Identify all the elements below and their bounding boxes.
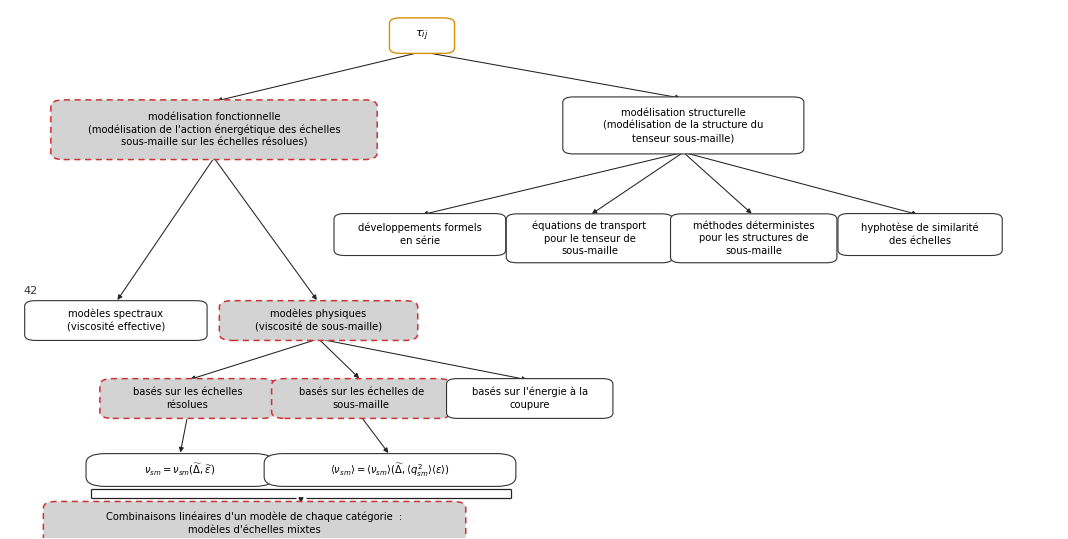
FancyBboxPatch shape — [838, 213, 1002, 255]
Text: modélisation structurelle
(modélisation de la structure du
tenseur sous-maille): modélisation structurelle (modélisation … — [603, 108, 764, 143]
Text: Combinaisons linéaires d'un modèle de chaque catégorie  :
modèles d'échelles mix: Combinaisons linéaires d'un modèle de ch… — [107, 512, 403, 535]
FancyBboxPatch shape — [219, 301, 418, 341]
FancyBboxPatch shape — [271, 378, 451, 418]
Text: $\nu_{sm} = \nu_{sm}(\widetilde{\Delta},\widetilde{\epsilon})$: $\nu_{sm} = \nu_{sm}(\widetilde{\Delta},… — [144, 462, 216, 478]
FancyBboxPatch shape — [44, 501, 466, 539]
FancyBboxPatch shape — [87, 454, 273, 486]
Text: basés sur les échelles
résolues: basés sur les échelles résolues — [132, 387, 242, 410]
Text: hyphotèse de similarité
des échelles: hyphotèse de similarité des échelles — [861, 223, 979, 246]
FancyBboxPatch shape — [446, 378, 613, 418]
FancyBboxPatch shape — [25, 301, 207, 341]
Text: modèles spectraux
(viscosité effective): modèles spectraux (viscosité effective) — [67, 309, 166, 332]
FancyBboxPatch shape — [264, 454, 516, 486]
FancyBboxPatch shape — [506, 214, 673, 263]
FancyBboxPatch shape — [671, 214, 837, 263]
Text: 42: 42 — [23, 286, 37, 296]
FancyBboxPatch shape — [100, 378, 274, 418]
Text: $\tau_{ij}$: $\tau_{ij}$ — [415, 29, 428, 43]
FancyBboxPatch shape — [390, 18, 455, 53]
FancyBboxPatch shape — [563, 97, 804, 154]
FancyBboxPatch shape — [334, 213, 506, 255]
Text: basés sur l'énergie à la
coupure: basés sur l'énergie à la coupure — [472, 387, 587, 410]
Text: modélisation fonctionnelle
(modélisation de l'action énergétique des échelles
so: modélisation fonctionnelle (modélisation… — [88, 112, 341, 148]
Text: basés sur les échelles de
sous-maille: basés sur les échelles de sous-maille — [299, 387, 424, 410]
FancyBboxPatch shape — [51, 100, 377, 160]
Text: $\langle\nu_{sm}\rangle = \langle\nu_{sm}\rangle(\widetilde{\Delta},\langle q_{s: $\langle\nu_{sm}\rangle = \langle\nu_{sm… — [330, 461, 450, 479]
Text: équations de transport
pour le tenseur de
sous-maille: équations de transport pour le tenseur d… — [533, 220, 646, 257]
Text: méthodes déterministes
pour les structures de
sous-maille: méthodes déterministes pour les structur… — [693, 220, 815, 256]
Text: modèles physiques
(viscosité de sous-maille): modèles physiques (viscosité de sous-mai… — [255, 309, 382, 332]
Text: développements formels
en série: développements formels en série — [358, 223, 482, 246]
